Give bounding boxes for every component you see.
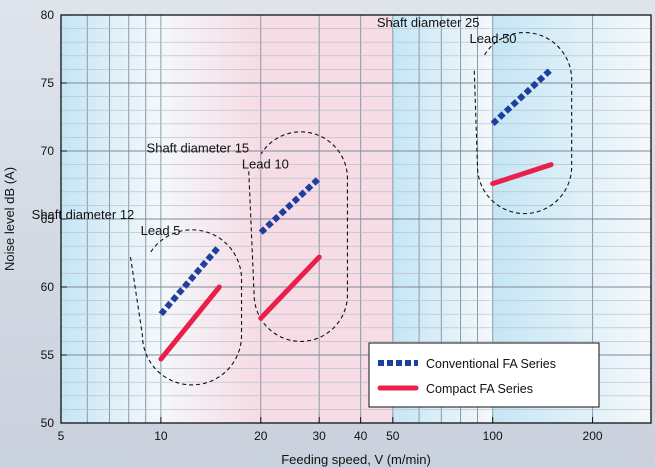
series-conventional-fa-segment	[258, 176, 322, 235]
annotation-lead: Lead 5	[141, 223, 181, 238]
x-tick-label: 20	[254, 429, 268, 443]
legend: Conventional FA Series Compact FA Series	[368, 342, 600, 408]
legend-label-compact: Compact FA Series	[426, 382, 533, 396]
annotations: Shaft diameter 12 Lead 5 Shaft diameter 15…	[32, 15, 517, 238]
y-tick-label: 75	[41, 76, 55, 90]
y-tick-label: 50	[41, 416, 55, 430]
group-outline	[129, 229, 243, 386]
legend-box	[368, 342, 600, 408]
x-tick-label: 30	[313, 429, 327, 443]
x-tick-label: 200	[583, 429, 603, 443]
series-conventional-fa-segment	[490, 67, 554, 126]
y-axis-label: Noise level dB (A)	[2, 167, 17, 271]
y-tick-label: 55	[41, 348, 55, 362]
x-axis-label: Feeding speed, V (m/min)	[281, 452, 431, 467]
tick-labels: 5 10 20 30 40 50 100 200 50 55 60 65 70 75 80	[41, 8, 603, 443]
x-tick-label: 40	[354, 429, 368, 443]
series-layer	[158, 67, 554, 362]
group-outline	[248, 131, 349, 342]
y-tick-label: 80	[41, 8, 55, 22]
series-compact-fa-segment	[258, 254, 322, 321]
legend-label-conventional: Conventional FA Series	[426, 357, 556, 371]
y-tick-label: 65	[41, 212, 55, 226]
group-outline	[473, 32, 573, 215]
annotation-diameter: Shaft diameter 25	[377, 15, 480, 30]
x-tick-label: 10	[154, 429, 168, 443]
y-tick-label: 70	[41, 144, 55, 158]
y-tick-label: 60	[41, 280, 55, 294]
x-tick-label: 5	[58, 429, 65, 443]
annotation-lead: Lead 10	[242, 156, 289, 171]
annotation-lead: Lead 50	[470, 31, 517, 46]
series-compact-fa-segment	[490, 162, 554, 187]
series-compact-fa-segment	[158, 284, 222, 362]
series-conventional-fa-segment	[158, 244, 222, 317]
x-tick-label: 100	[483, 429, 503, 443]
annotation-diameter: Shaft diameter 15	[147, 140, 250, 155]
x-tick-label: 50	[386, 429, 400, 443]
annotation-diameter: Shaft diameter 12	[32, 207, 135, 222]
series-groups	[129, 32, 573, 386]
